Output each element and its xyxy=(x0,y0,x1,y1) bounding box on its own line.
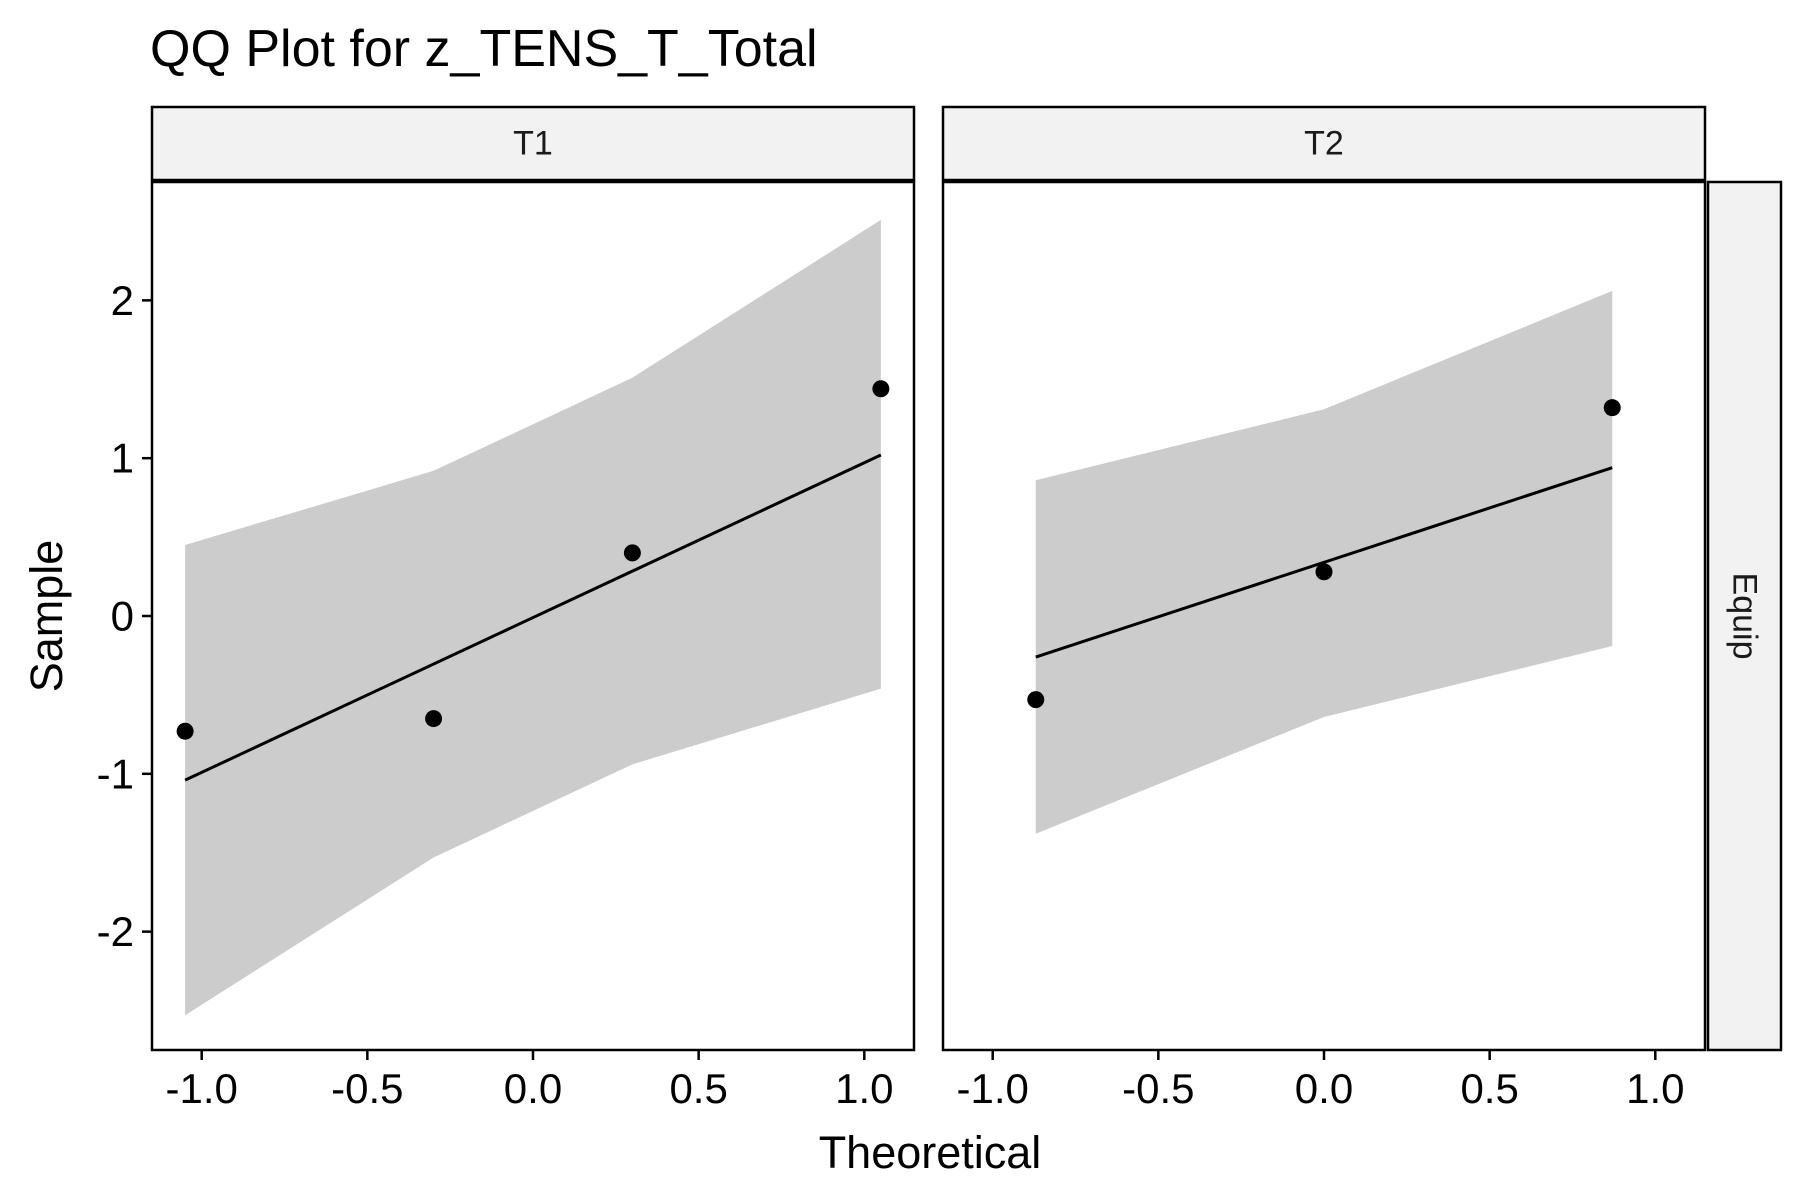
y-tick-label: 1 xyxy=(111,435,134,482)
panel-t2: T2 -1.0 -0.5 0.0 0.5 1.0 xyxy=(941,105,1707,1112)
data-point-t2-3 xyxy=(1603,399,1621,417)
y-tick-label: 2 xyxy=(111,277,134,324)
chart-title: QQ Plot for z_TENS_T_Total xyxy=(150,20,818,78)
x-tick-label: -1.0 xyxy=(957,1065,1029,1112)
panel-strip-label-t1: T1 xyxy=(513,125,553,163)
data-point-t2-2 xyxy=(1315,563,1333,581)
x-axis-title: Theoretical xyxy=(819,1127,1042,1178)
x-tick-label: 0.0 xyxy=(1295,1065,1353,1112)
panel-strip-label-t2: T2 xyxy=(1304,125,1344,163)
data-point-t1-3 xyxy=(623,544,641,562)
reference-line-t2 xyxy=(1035,466,1613,659)
panel-strip-box-t1 xyxy=(150,105,916,182)
x-tick-label: -0.5 xyxy=(331,1065,403,1112)
reference-line-t1 xyxy=(184,453,882,782)
x-tick-label: 0.5 xyxy=(1460,1065,1518,1112)
x-tick-label: 1.0 xyxy=(1626,1065,1684,1112)
x-tick-label: 0.5 xyxy=(669,1065,727,1112)
x-tick-label: 1.0 xyxy=(835,1065,893,1112)
y-tick-label: 0 xyxy=(111,593,134,640)
y-axis-title: Sample xyxy=(21,540,72,693)
data-point-t1-4 xyxy=(872,380,890,398)
y-tick-label: -2 xyxy=(97,908,134,955)
x-tick-label: -1.0 xyxy=(166,1065,238,1112)
panel-t1: T1 -1.0 -0.5 0.0 0.5 1.0 2 1 0 -1 -2 xyxy=(97,105,916,1112)
y-tick-label: -1 xyxy=(97,750,134,797)
data-point-t1-2 xyxy=(425,710,443,728)
row-strip-label: Equip xyxy=(1726,573,1764,660)
panel-strip-box-t2 xyxy=(941,105,1707,182)
row-strip-box xyxy=(1706,180,1783,1052)
data-point-t2-1 xyxy=(1027,691,1045,709)
row-strip-equip: Equip xyxy=(1706,180,1783,1052)
x-tick-label: 0.0 xyxy=(504,1065,562,1112)
data-point-t1-1 xyxy=(176,722,194,740)
x-tick-label: -0.5 xyxy=(1122,1065,1194,1112)
